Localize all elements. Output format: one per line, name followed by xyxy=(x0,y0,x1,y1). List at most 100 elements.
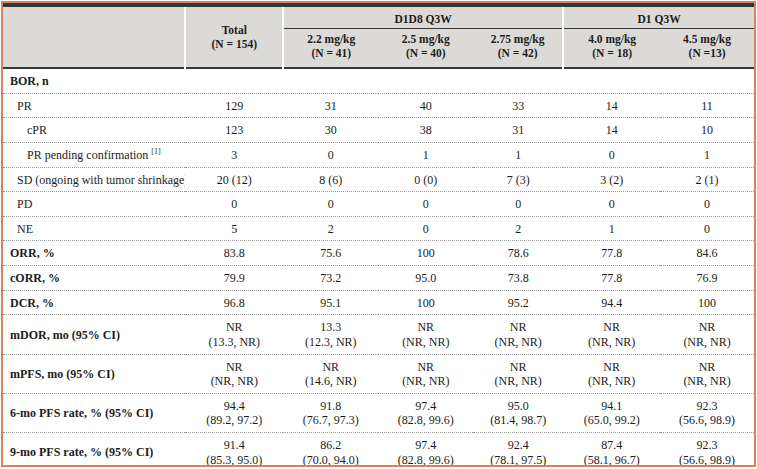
cell-value: 0 (0) xyxy=(378,167,473,192)
cell-value: 94.1 (65.0, 99.2) xyxy=(563,393,660,432)
cell-value: NR (NR, NR) xyxy=(563,315,660,354)
cell-value: 95.1 xyxy=(283,290,378,315)
row-label: mDOR, mo (95% CI) xyxy=(3,315,185,354)
table-row: DCR, %96.895.110095.294.4100 xyxy=(3,290,754,315)
col-header-2-5mgkg: 2.5 mg/kg (N = 40) xyxy=(378,29,473,69)
row-label: DCR, % xyxy=(3,290,185,315)
cell-value: 1 xyxy=(473,142,563,167)
cell-value: 77.8 xyxy=(563,266,660,291)
cell-value: 97.4 (82.8, 99.6) xyxy=(378,393,473,432)
results-table: Total (N = 154) D1D8 Q3W D1 Q3W 2.2 mg/k… xyxy=(3,3,754,467)
table-row: PD000000 xyxy=(3,192,754,217)
cell-value: 0 xyxy=(563,142,660,167)
row-label: PD xyxy=(3,192,185,217)
cell-value xyxy=(660,68,754,93)
cell-value: 78.6 xyxy=(473,241,563,266)
cell-value: 100 xyxy=(378,290,473,315)
cell-value: 0 xyxy=(563,192,660,217)
row-label: cPR xyxy=(3,118,185,143)
row-label: PR xyxy=(3,93,185,118)
row-label-text: mPFS, mo (95% CI) xyxy=(10,367,115,381)
cell-value: 31 xyxy=(473,118,563,143)
cell-value xyxy=(283,68,378,93)
cell-value: 3 (2) xyxy=(563,167,660,192)
cell-value: 5 xyxy=(185,216,283,241)
cell-value: 20 (12) xyxy=(185,167,283,192)
cell-value: 14 xyxy=(563,93,660,118)
cell-value: NR (NR, NR) xyxy=(660,354,754,393)
cell-value: 2 xyxy=(473,216,563,241)
header-group-row: Total (N = 154) D1D8 Q3W D1 Q3W xyxy=(3,5,754,29)
cell-value: 0 xyxy=(283,192,378,217)
cell-value: 79.9 xyxy=(185,266,283,291)
row-label: 6-mo PFS rate, % (95% CI) xyxy=(3,393,185,432)
cell-value: NR (14.6, NR) xyxy=(283,354,378,393)
cell-value: 14 xyxy=(563,118,660,143)
row-label-text: 9-mo PFS rate, % (95% CI) xyxy=(10,445,153,459)
cell-value: 38 xyxy=(378,118,473,143)
cell-value: 3 xyxy=(185,142,283,167)
cell-value: 75.6 xyxy=(283,241,378,266)
cell-value: 100 xyxy=(378,241,473,266)
cell-value: NR (NR, NR) xyxy=(660,315,754,354)
cell-value: NR (NR, NR) xyxy=(563,354,660,393)
cell-value: 86.2 (70.0, 94.0) xyxy=(283,433,378,467)
row-label-text: PD xyxy=(17,197,32,211)
corner-cell xyxy=(3,5,185,68)
cell-value: 0 xyxy=(378,192,473,217)
cell-value: 31 xyxy=(283,93,378,118)
table-frame: Total (N = 154) D1D8 Q3W D1 Q3W 2.2 mg/k… xyxy=(1,1,756,467)
table-row: NE520210 xyxy=(3,216,754,241)
row-label-text: ORR, % xyxy=(10,246,55,260)
row-label: ORR, % xyxy=(3,241,185,266)
table-row: PR pending confirmation [1]301101 xyxy=(3,142,754,167)
cell-value: 73.2 xyxy=(283,266,378,291)
table-row: ORR, % 83.875.610078.677.884.6 xyxy=(3,241,754,266)
cell-value: 0 xyxy=(185,192,283,217)
cell-value: 94.4 (89.2, 97.2) xyxy=(185,393,283,432)
cell-value: 84.6 xyxy=(660,241,754,266)
col-group-d1d8-q3w: D1D8 Q3W xyxy=(283,5,563,29)
cell-value: 0 xyxy=(660,216,754,241)
cell-value: 92.3 (56.6, 98.9) xyxy=(660,393,754,432)
row-label-text: cORR, % xyxy=(10,271,60,285)
cell-value: 77.8 xyxy=(563,241,660,266)
cell-value: 73.8 xyxy=(473,266,563,291)
cell-value: 97.4 (82.8, 99.6) xyxy=(378,433,473,467)
table-row: mPFS, mo (95% CI)NR (NR, NR)NR (14.6, NR… xyxy=(3,354,754,393)
row-label-text: mDOR, mo (95% CI) xyxy=(10,328,120,342)
row-label-text: PR pending confirmation xyxy=(27,148,151,162)
cell-value: 83.8 xyxy=(185,241,283,266)
cell-value: 13.3 (12.3, NR) xyxy=(283,315,378,354)
cell-value: 11 xyxy=(660,93,754,118)
row-label-text: BOR, n xyxy=(10,74,49,88)
cell-value: 123 xyxy=(185,118,283,143)
cell-value: 92.3 (56.6, 98.9) xyxy=(660,433,754,467)
row-label-text: SD (ongoing with tumor shrinkage) xyxy=(17,173,185,187)
table-row: cPR1233038311410 xyxy=(3,118,754,143)
table-row: cORR, %79.973.295.073.877.876.9 xyxy=(3,266,754,291)
table-row: mDOR, mo (95% CI) NR (13.3, NR)13.3 (12.3… xyxy=(3,315,754,354)
table-row: PR1293140331411 xyxy=(3,93,754,118)
cell-value: 91.4 (85.3, 95.0) xyxy=(185,433,283,467)
col-header-2-75mgkg: 2.75 mg/kg (N = 42) xyxy=(473,29,563,69)
cell-value: 2 (1) xyxy=(660,167,754,192)
cell-value: 30 xyxy=(283,118,378,143)
table-row: 9-mo PFS rate, % (95% CI) 91.4 (85.3, 95.… xyxy=(3,433,754,467)
row-label-text: DCR, % xyxy=(10,296,54,310)
col-group-d1-q3w: D1 Q3W xyxy=(563,5,754,29)
table-row: 6-mo PFS rate, % (95% CI)94.4 (89.2, 97.… xyxy=(3,393,754,432)
cell-value: NR (13.3, NR) xyxy=(185,315,283,354)
cell-value: 10 xyxy=(660,118,754,143)
cell-value: 95.0 (81.4, 98.7) xyxy=(473,393,563,432)
table-body: BOR, nPR1293140331411cPR1233038311410PR … xyxy=(3,68,754,467)
cell-value: 87.4 (58.1, 96.7) xyxy=(563,433,660,467)
col-header-4-0mgkg: 4.0 mg/kg (N = 18) xyxy=(563,29,660,69)
cell-value: 96.8 xyxy=(185,290,283,315)
col-header-total: Total (N = 154) xyxy=(185,5,283,68)
cell-value: 1 xyxy=(378,142,473,167)
cell-value: NR (NR, NR) xyxy=(378,354,473,393)
cell-value: NR (NR, NR) xyxy=(378,315,473,354)
cell-value: 91.8 (76.7, 97.3) xyxy=(283,393,378,432)
cell-value: 0 xyxy=(473,192,563,217)
